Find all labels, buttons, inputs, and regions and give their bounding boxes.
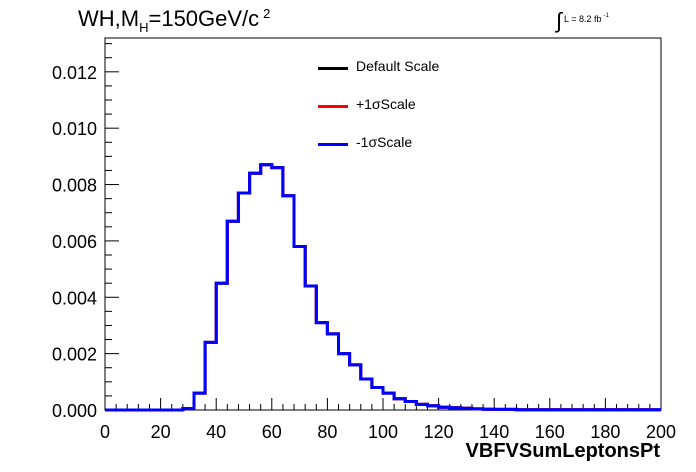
- y-tick-label: 0.002: [52, 345, 97, 365]
- histogram-line-1: [105, 163, 661, 412]
- chart-title: WH,MH=150GeV/c 2: [78, 6, 270, 35]
- y-tick-label: 0.012: [52, 63, 97, 83]
- x-tick-label: 20: [151, 422, 171, 442]
- x-tick-label: 100: [368, 422, 398, 442]
- x-tick-label: 0: [100, 422, 110, 442]
- y-tick-label: 0.004: [52, 288, 97, 308]
- histogram-line-2: [105, 163, 661, 412]
- chart-axes: 0 20 40 60 80 100 120 140 160 180 200 0.000 0.002 0.0…: [52, 37, 676, 442]
- luminosity-text: L = 8.2 fb: [564, 14, 602, 24]
- plot-frame: [104, 37, 662, 411]
- histogram-line-0: [105, 163, 661, 412]
- y-tick-label: 0.000: [52, 401, 97, 421]
- y-tick-label: 0.008: [52, 176, 97, 196]
- y-tick-label: 0.006: [52, 232, 97, 252]
- legend-swatch-default: [318, 67, 348, 70]
- x-tick-label: 180: [590, 422, 620, 442]
- title-suffix: =150GeV/c: [148, 6, 260, 31]
- title-prefix: WH,M: [78, 6, 140, 31]
- x-tick-label: 160: [535, 422, 565, 442]
- title-subscript: H: [139, 20, 149, 35]
- x-tick-label: 200: [646, 422, 676, 442]
- luminosity-label: ∫ L = 8.2 fb -1: [556, 10, 609, 32]
- x-tick-label: 80: [317, 422, 337, 442]
- x-tick-label: 120: [424, 422, 454, 442]
- legend-label-plus: +1σScale: [356, 96, 416, 112]
- legend-swatch-plus: [318, 105, 348, 108]
- integral-symbol: ∫: [556, 8, 563, 33]
- x-tick-label: 140: [479, 422, 509, 442]
- chart-series: [105, 163, 661, 412]
- x-tick-label: 40: [206, 422, 226, 442]
- legend-label-default: Default Scale: [356, 58, 440, 74]
- luminosity-unit-sup: -1: [603, 13, 609, 19]
- title-superscript: 2: [263, 6, 271, 21]
- legend-swatch-minus: [318, 143, 348, 146]
- x-axis-label: VBFVSumLeptonsPt: [465, 440, 660, 462]
- x-tick-label: 60: [262, 422, 282, 442]
- y-tick-label: 0.010: [52, 119, 97, 139]
- legend-label-minus: -1σScale: [356, 134, 413, 150]
